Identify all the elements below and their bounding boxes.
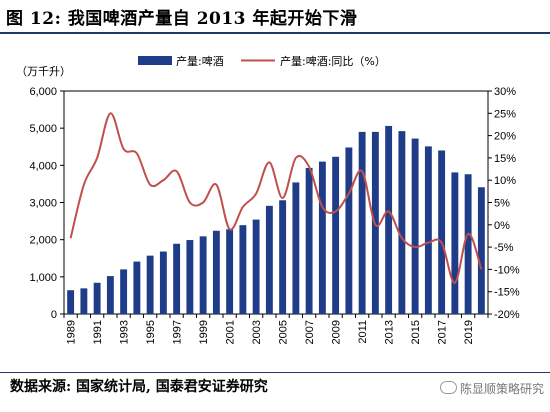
bar-series [67,125,485,314]
left-axis-ticks: 0 1,000 2,000 3,000 4,000 5,000 6,000 [29,86,64,321]
left-tick-label: 3,000 [29,198,57,210]
bar-1993 [120,269,128,314]
figure-title: 图 12: 我国啤酒产量自 2013 年起开始下滑 [6,9,358,29]
x-tick-label: 2013 [384,320,396,344]
watermark: 陈显顺策略研究 [439,380,544,397]
x-tick-label: 2003 [251,320,263,344]
bar-1991 [93,282,101,314]
right-tick-label: -20% [494,309,520,321]
right-tick-label: 15% [494,153,516,165]
x-tick-label: 2007 [304,320,316,344]
bar-2011 [358,131,366,314]
right-axis-ticks: -20% -15% -10% -5% 0% 5% 10% 15% 20% 25% 30% [488,86,520,321]
right-tick-label: -5% [494,242,514,254]
bar-2000 [212,230,220,314]
plot-border [63,90,489,315]
x-tick-label: 1993 [119,320,131,344]
right-tick-label: 30% [494,86,516,98]
watermark-text: 陈显顺策略研究 [459,382,544,396]
left-tick-label: 2,000 [29,235,57,247]
bar-1994 [133,261,141,314]
left-tick-label: 6,000 [29,86,57,98]
bar-2007 [305,167,313,314]
bar-1999 [199,236,207,314]
yoy-line-series [69,112,483,284]
right-tick-label: -10% [494,264,520,276]
x-axis-ticks: 1989 1991 1993 1995 1997 1999 2001 2003 2005 2007… [63,314,489,344]
bar-2015 [411,138,419,314]
x-tick-label: 2005 [278,320,290,344]
bar-2016 [424,146,432,314]
bar-1996 [159,251,167,314]
bar-2010 [345,147,353,314]
x-tick-label: 2001 [225,320,237,344]
bar-2014 [398,131,406,314]
bar-2009 [332,156,340,314]
bar-1997 [173,243,181,314]
right-tick-label: 20% [494,131,516,143]
bar-2013 [385,125,393,314]
legend-bar-label: 产量:啤酒 [176,54,224,68]
right-tick-label: 5% [494,198,510,210]
x-tick-label: 1995 [145,320,157,344]
x-tick-label: 1991 [92,320,104,344]
left-axis-unit-label: （万千升） [16,65,71,78]
right-tick-label: 10% [494,175,516,187]
x-tick-label: 2009 [331,320,343,344]
bar-1989 [67,290,75,314]
x-tick-label: 1997 [172,320,184,344]
legend-bar-swatch [138,56,172,65]
legend: 产量:啤酒 产量:啤酒:同比（%） [138,54,386,68]
bar-2002 [239,225,247,314]
left-tick-label: 4,000 [29,160,57,172]
x-tick-label: 1989 [66,320,78,344]
bar-2004 [265,205,273,314]
right-tick-label: 0% [494,220,510,232]
plot-area [63,90,489,315]
left-tick-label: 1,000 [29,272,57,284]
wechat-icon [439,381,457,394]
left-tick-label: 5,000 [29,123,57,135]
right-tick-label: 25% [494,108,516,120]
beer-production-chart: （万千升） 产量:啤酒 产量:啤酒:同比（%） 0 1,000 2,000 3,000… [16,54,520,344]
bar-2001 [226,229,234,314]
footer-rule [0,372,550,373]
bar-2019 [464,174,472,314]
x-tick-label: 2015 [410,320,422,344]
bar-2018 [451,172,459,314]
bar-2003 [252,219,260,314]
bar-2008 [318,161,326,314]
bar-1995 [146,255,154,314]
bar-2006 [292,182,300,314]
x-tick-label: 2017 [437,320,449,344]
bar-1992 [106,276,114,314]
right-tick-label: -15% [494,287,520,299]
bar-1998 [186,240,194,314]
left-tick-label: 0 [51,309,57,321]
bar-2017 [438,150,446,314]
bar-1990 [80,288,88,314]
title-rule [0,32,550,34]
source-note: 数据来源: 国家统计局, 国泰君安证券研究 [10,379,268,395]
legend-line-label: 产量:啤酒:同比（%） [280,54,386,68]
bar-2005 [279,200,287,314]
x-tick-label: 2011 [357,320,369,344]
bar-2020 [477,187,485,314]
x-tick-label: 1999 [198,320,210,344]
x-tick-label: 2019 [463,320,475,344]
